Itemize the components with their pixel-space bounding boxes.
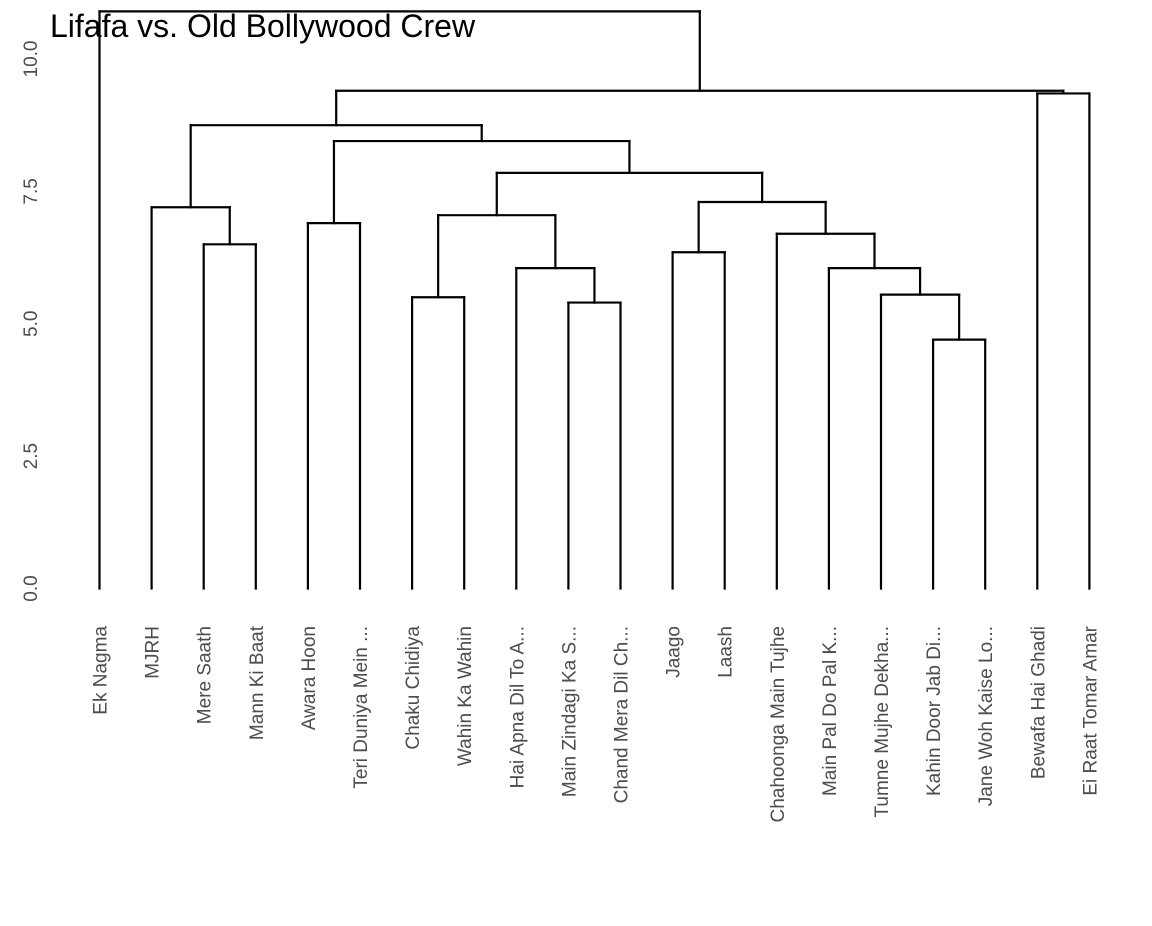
leaf-label: Jane Woh Kaise Lo... (976, 626, 997, 806)
y-tick-label: 2.5 (21, 443, 42, 469)
leaf-label: Jaago (664, 626, 685, 678)
y-tick-label: 7.5 (21, 178, 42, 204)
leaf-label: MJRH (143, 626, 164, 679)
leaf-label: Ek Nagma (91, 626, 112, 715)
leaf-label: Chaku Chidiya (403, 626, 424, 750)
leaf-label: Main Pal Do Pal K... (820, 626, 841, 796)
chart-title: Lifafa vs. Old Bollywood Crew (50, 8, 476, 44)
leaf-label: Tumne Mujhe Dekha... (872, 626, 893, 818)
y-axis: 0.0 2.5 5.0 7.5 10.0 (21, 41, 42, 602)
leaf-label: Awara Hoon (299, 626, 320, 730)
leaf-label: Chahoonga Main Tujhe (768, 626, 789, 822)
leaf-label: Mere Saath (195, 626, 216, 724)
leaf-label: Chand Mera Dil Ch... (612, 626, 633, 803)
leaf-label: Bewafa Hai Ghadi (1028, 626, 1049, 779)
leaf-label: Wahin Ka Wahin (455, 626, 476, 766)
y-tick-label: 0.0 (21, 575, 42, 601)
dendrogram-branches (98, 10, 1091, 590)
leaf-label: Ei Raat Tomar Amar (1080, 625, 1101, 795)
y-tick-label: 5.0 (21, 311, 42, 337)
leaf-label: Main Zindagi Ka S... (559, 626, 580, 797)
leaf-label: Hai Apna Dil To A... (507, 626, 528, 788)
leaf-label: Mann Ki Baat (247, 625, 268, 740)
leaf-label: Kahin Door Jab Di... (924, 626, 945, 796)
leaf-label: Laash (716, 626, 737, 678)
y-tick-label: 10.0 (21, 41, 42, 78)
leaf-label: Teri Duniya Mein ... (351, 626, 372, 789)
leaf-labels: Ek Nagma MJRH Mere Saath Mann Ki Baat Awara … (91, 625, 1102, 822)
